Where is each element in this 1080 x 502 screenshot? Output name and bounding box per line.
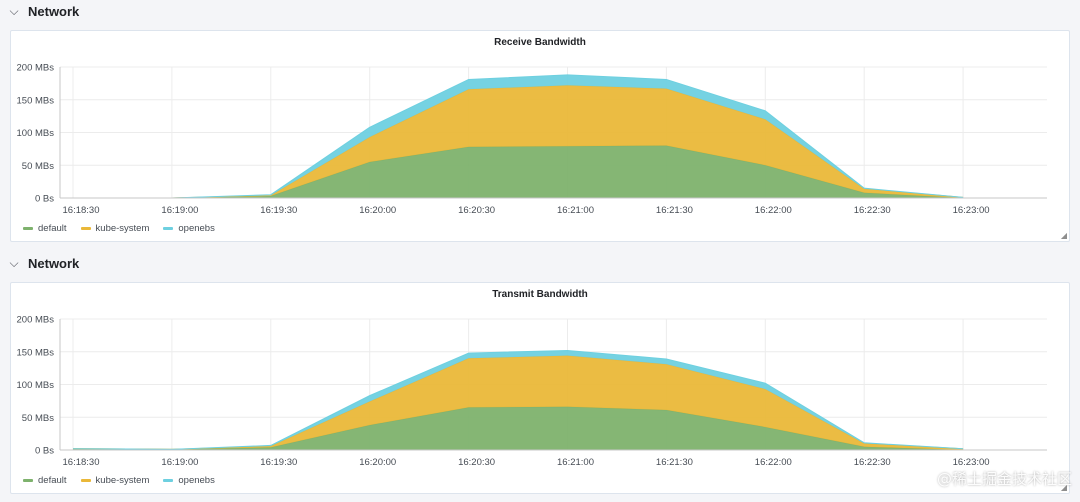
x-tick-label: 16:21:30 — [656, 457, 693, 468]
legend-item-kube-system[interactable]: kube-system — [80, 475, 150, 486]
legend-item-kube-system[interactable]: kube-system — [80, 223, 150, 234]
x-tick-label: 16:19:00 — [161, 205, 198, 216]
area-openebs — [73, 350, 964, 450]
y-tick-label: 150 MBs — [17, 95, 55, 106]
x-tick-label: 16:21:00 — [557, 205, 594, 216]
legend-swatch — [80, 227, 91, 230]
receive-bandwidth-panel: Receive Bandwidth 0 Bs 50 MBs 100 MBs 150 M… — [10, 30, 1070, 242]
area-default — [73, 406, 964, 450]
row-header-network-2[interactable]: ⌵ Network — [0, 252, 1080, 274]
legend-label: kube-system — [95, 223, 150, 234]
x-tick-label: 16:22:30 — [854, 205, 891, 216]
line-openebs — [72, 349, 964, 450]
legend-swatch — [80, 479, 91, 482]
x-tick-label: 16:22:00 — [755, 205, 792, 216]
chart-legend: default kube-system openebs — [23, 475, 215, 486]
legend-label: openebs — [178, 223, 215, 234]
y-tick-label: 100 MBs — [17, 128, 55, 139]
y-tick-label: 150 MBs — [17, 347, 55, 358]
y-tick-label: 0 Bs — [35, 446, 54, 457]
y-tick-label: 100 MBs — [17, 380, 55, 391]
x-tick-label: 16:18:30 — [63, 205, 100, 216]
transmit-bandwidth-panel: Transmit Bandwidth 0 Bs 50 MBs 100 MBs 150 … — [10, 282, 1070, 494]
x-tick-label: 16:19:00 — [161, 457, 198, 468]
legend-swatch — [23, 227, 33, 230]
x-tick-label: 16:21:00 — [557, 457, 594, 468]
x-tick-label: 16:19:30 — [260, 457, 297, 468]
legend-swatch — [23, 479, 33, 482]
chevron-down-icon[interactable]: ⌵ — [9, 3, 19, 18]
x-tick-label: 16:23:00 — [953, 457, 990, 468]
x-tick-label: 16:22:30 — [854, 457, 891, 468]
receive-bandwidth-chart: 0 Bs 50 MBs 100 MBs 150 MBs 200 MBs 16:18:30 1… — [17, 63, 1047, 216]
area-default — [73, 145, 964, 198]
legend-item-openebs[interactable]: openebs — [163, 223, 215, 234]
legend-item-default[interactable]: default — [23, 223, 67, 234]
legend-label: default — [38, 223, 67, 234]
legend-swatch — [163, 227, 174, 230]
x-tick-label: 16:20:00 — [359, 457, 396, 468]
row-title[interactable]: Network — [28, 255, 80, 271]
y-tick-label: 50 MBs — [22, 161, 54, 172]
legend-swatch — [163, 479, 174, 482]
panel-title[interactable]: Transmit Bandwidth — [492, 289, 588, 300]
series-areas — [72, 349, 964, 451]
y-tick-label: 200 MBs — [17, 63, 55, 74]
row-header-network-1[interactable]: ⌵ Network — [0, 0, 1080, 22]
area-kube-system — [73, 85, 964, 198]
resize-handle-icon[interactable]: ◢ — [1060, 231, 1067, 240]
x-tick-label: 16:22:00 — [755, 457, 792, 468]
series-areas — [73, 74, 964, 199]
x-tick-label: 16:21:30 — [656, 205, 693, 216]
x-tick-label: 16:20:30 — [458, 457, 495, 468]
area-kube-system — [73, 355, 964, 450]
watermark: @稀土掘金技术社区 — [936, 470, 1072, 488]
line-openebs — [73, 74, 964, 199]
area-openebs — [73, 74, 964, 198]
y-tick-label: 200 MBs — [17, 315, 55, 326]
x-tick-label: 16:19:30 — [260, 205, 297, 216]
legend-label: kube-system — [95, 475, 150, 486]
y-tick-label: 0 Bs — [35, 194, 54, 205]
legend-label: default — [38, 475, 67, 486]
chart-legend: default kube-system openebs — [23, 223, 215, 234]
x-tick-label: 16:23:00 — [953, 205, 990, 216]
x-tick-label: 16:20:00 — [359, 205, 396, 216]
legend-item-openebs[interactable]: openebs — [163, 475, 215, 486]
transmit-bandwidth-chart: 0 Bs 50 MBs 100 MBs 150 MBs 200 MBs 16:18:30 1… — [17, 315, 1047, 468]
row-title[interactable]: Network — [28, 3, 80, 19]
resize-handle-icon[interactable]: ◢ — [1060, 483, 1067, 492]
chevron-down-icon[interactable]: ⌵ — [9, 255, 19, 270]
legend-label: openebs — [178, 475, 215, 486]
legend-item-default[interactable]: default — [23, 475, 67, 486]
x-tick-label: 16:20:30 — [458, 205, 495, 216]
panel-title[interactable]: Receive Bandwidth — [494, 37, 586, 48]
x-tick-label: 16:18:30 — [63, 457, 100, 468]
y-tick-label: 50 MBs — [22, 413, 54, 424]
